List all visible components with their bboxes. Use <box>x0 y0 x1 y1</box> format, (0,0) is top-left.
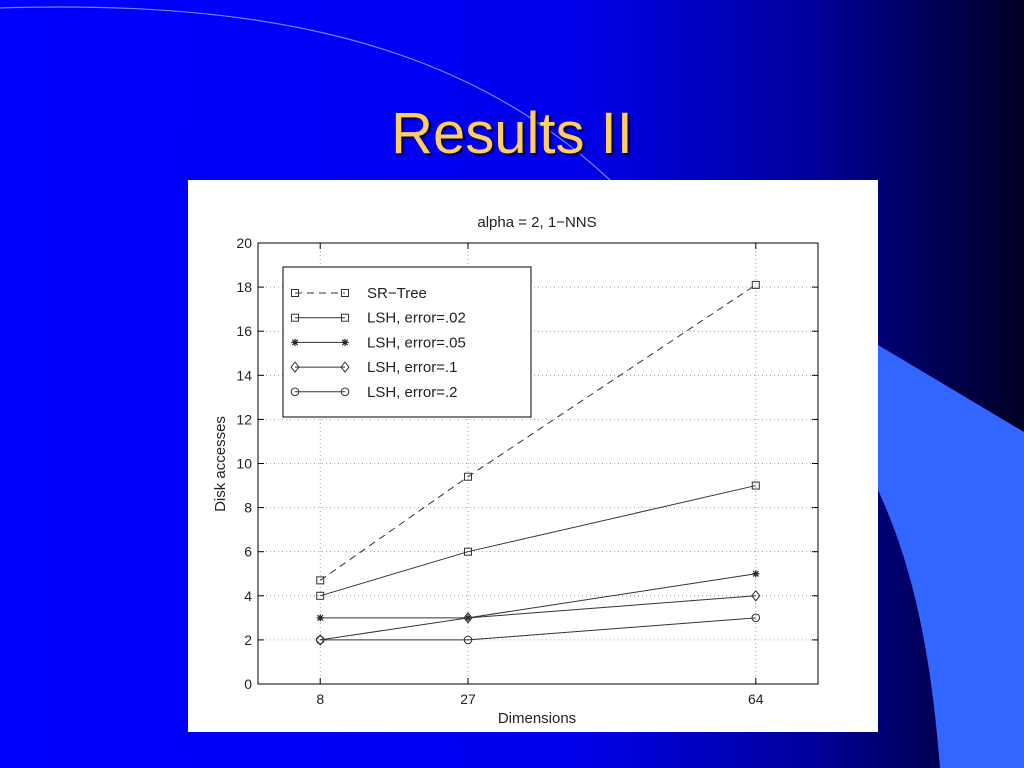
circle-marker <box>315 635 325 645</box>
legend-label: LSH, error=.05 <box>367 334 466 351</box>
diamond-marker <box>315 634 325 646</box>
diamond-marker <box>340 361 350 373</box>
series-group <box>315 613 761 645</box>
star-marker <box>316 614 324 622</box>
y-tick-label: 10 <box>236 456 252 472</box>
series-group <box>316 280 760 585</box>
x-axis-label: Dimensions <box>498 710 576 727</box>
series-line <box>320 485 756 597</box>
star-marker <box>752 570 760 578</box>
legend-label: LSH, error=.2 <box>367 384 457 401</box>
square-marker <box>464 472 472 481</box>
star-marker <box>291 338 299 346</box>
chart-title: alpha = 2, 1−NNS <box>477 214 596 231</box>
square-marker <box>341 289 349 297</box>
legend-label: LSH, error=.02 <box>367 310 466 327</box>
diamond-marker <box>751 589 761 602</box>
star-marker <box>341 338 349 346</box>
square-marker <box>751 280 760 289</box>
circle-marker <box>751 613 761 623</box>
series-group <box>316 481 760 600</box>
series-group <box>315 589 761 646</box>
square-marker <box>751 481 760 490</box>
y-tick-label: 14 <box>236 367 252 383</box>
series-line <box>320 617 756 641</box>
square-marker <box>316 591 325 600</box>
diamond-marker <box>463 612 473 624</box>
chart-panel: alpha = 2, 1−NNS 0 2 4 6 8 10 12 14 16 18 20 8 27 64 … <box>188 180 878 732</box>
y-axis-label: Disk accesses <box>212 416 229 512</box>
slide-title: Results II <box>391 101 633 166</box>
legend: SR−Tree LSH, error=.02 LSH, error=.05 LSH, … <box>282 266 532 418</box>
y-tick-label: 6 <box>244 544 252 560</box>
decorative-arc-line <box>0 6 611 181</box>
legend-label: LSH, error=.1 <box>367 359 457 376</box>
y-tick-label: 20 <box>236 235 252 251</box>
decorative-swoosh-shape <box>878 345 1024 768</box>
diamond-marker <box>290 361 300 373</box>
legend-label: SR−Tree <box>367 285 427 302</box>
square-marker <box>464 547 472 556</box>
circle-marker <box>463 635 473 645</box>
square-marker <box>341 313 349 322</box>
square-marker <box>316 576 325 585</box>
y-tick-label: 16 <box>236 323 252 339</box>
y-tick-label: 2 <box>244 632 252 648</box>
y-tick-label: 12 <box>236 411 252 427</box>
series-line <box>320 595 756 641</box>
square-marker <box>291 289 299 297</box>
circle-marker <box>340 387 350 397</box>
circle-marker <box>290 387 300 397</box>
x-tick-label: 8 <box>316 691 324 707</box>
x-tick-label: 27 <box>460 691 476 707</box>
y-tick-label: 8 <box>244 500 252 516</box>
series-line <box>319 284 757 581</box>
x-tick-label: 64 <box>748 691 764 707</box>
square-marker <box>291 313 299 322</box>
y-tick-label: 0 <box>244 676 252 692</box>
y-tick-label: 4 <box>244 588 252 604</box>
y-tick-label: 18 <box>236 279 252 295</box>
